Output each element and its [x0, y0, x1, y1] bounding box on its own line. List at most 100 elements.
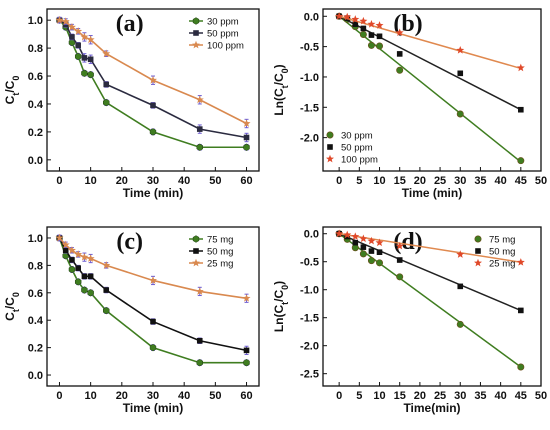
- x-tick-label: 40: [495, 390, 507, 402]
- x-tick-label: 30: [454, 175, 466, 187]
- data-point: [360, 244, 367, 250]
- data-point: [86, 254, 95, 262]
- y-title-part: Ln(: [272, 314, 286, 333]
- data-point: [396, 273, 404, 281]
- legend-item: 25 mg: [474, 259, 515, 270]
- y-tick-label: 0.6: [28, 71, 43, 83]
- legend-item: 50 ppm: [327, 143, 373, 154]
- fit-line: [338, 233, 522, 312]
- x-axis-title: Time (min): [123, 401, 183, 415]
- y-tick-label: 1.0: [28, 233, 43, 245]
- y-title-part: /C: [272, 73, 286, 85]
- y-tick-label: 0.4: [28, 315, 44, 327]
- x-tick-label: 35: [474, 390, 486, 402]
- legend-item: 25 mg: [189, 259, 233, 270]
- y-tick-label: 0.0: [304, 11, 319, 23]
- y-axis-title: Ct/C0: [3, 292, 21, 321]
- data-point: [375, 238, 384, 247]
- x-tick-label: 50: [209, 175, 221, 187]
- data-point: [335, 12, 344, 20]
- series-0: [56, 234, 250, 367]
- chart-panel-b: 0 5 10 15 20 25 30 35 40 45 50 0.0 -0.5 -1.0 -1.5 -2.0 T…: [272, 8, 547, 200]
- data-point: [62, 247, 69, 254]
- legend-swatch-marker: [326, 131, 334, 139]
- data-point: [149, 343, 157, 352]
- y-title-sub: t: [11, 309, 21, 312]
- x-tick-label: 10: [373, 175, 385, 187]
- legend-label: 100 ppm: [207, 41, 244, 52]
- x-tick-label: 50: [535, 175, 547, 187]
- legend-label: 100 ppm: [341, 155, 378, 166]
- x-tick-label: 25: [434, 390, 446, 402]
- data-point: [343, 230, 352, 239]
- x-tick-label: 5: [356, 175, 362, 187]
- x-tick-label: 0: [56, 175, 62, 187]
- legend-swatch-marker: [474, 258, 482, 267]
- y-title-sub: 0: [11, 292, 21, 297]
- y-tick-label: 0.8: [28, 260, 43, 272]
- legend-swatch-marker: [327, 144, 333, 150]
- data-point: [359, 30, 367, 38]
- data-point: [75, 42, 81, 49]
- y-title-sub: t: [280, 85, 290, 88]
- data-point: [352, 239, 359, 246]
- legend-swatch-marker: [475, 248, 481, 254]
- y-title-part: C: [272, 305, 286, 314]
- data-point: [360, 25, 367, 32]
- legend-label: 25 mg: [489, 259, 515, 270]
- y-title-part: /C: [3, 297, 17, 309]
- series-line: [59, 19, 247, 125]
- y-tick-label: -1.0: [300, 72, 319, 84]
- y-title-part: /C: [3, 80, 17, 92]
- data-point: [196, 126, 203, 132]
- legend-item: 30 ppm: [326, 131, 373, 142]
- data-point: [368, 248, 375, 254]
- data-point: [80, 32, 89, 41]
- data-point: [359, 234, 368, 243]
- data-point: [243, 143, 250, 151]
- data-point: [149, 128, 157, 136]
- data-point: [376, 259, 384, 267]
- x-tick-label: 20: [116, 175, 128, 187]
- x-tick-label: 40: [178, 175, 190, 187]
- x-tick-label: 60: [240, 390, 252, 402]
- y-tick-label: -0.5: [300, 42, 319, 54]
- panel-label: (c): [116, 229, 143, 255]
- fit-line: [339, 232, 521, 264]
- y-axis-title: Ct/C0: [3, 76, 21, 105]
- y-title-part: ): [272, 281, 286, 285]
- legend-item: 50 ppm: [189, 29, 239, 40]
- data-point: [242, 119, 251, 127]
- series-2: [335, 229, 525, 266]
- legend-item: 100 ppm: [189, 41, 244, 52]
- y-title-part: Ln(: [272, 97, 286, 116]
- data-point: [61, 17, 70, 25]
- data-point: [81, 273, 88, 280]
- data-point: [102, 49, 111, 58]
- legend-swatch-marker: [192, 235, 200, 243]
- fit-line: [338, 233, 522, 368]
- x-tick-label: 25: [434, 175, 446, 187]
- legend-swatch-marker: [192, 258, 200, 267]
- legend-item: 30 ppm: [189, 17, 239, 28]
- plot-frame: [322, 8, 542, 172]
- y-title-sub: t: [280, 302, 290, 305]
- legend-swatch-marker: [193, 248, 199, 254]
- data-point: [103, 81, 110, 88]
- x-tick-label: 45: [515, 175, 527, 187]
- data-point: [103, 287, 110, 293]
- data-point: [196, 337, 203, 344]
- data-point: [367, 41, 375, 49]
- x-tick-label: 15: [394, 390, 406, 402]
- fit-line: [338, 15, 522, 70]
- x-tick-label: 45: [515, 390, 527, 402]
- data-point: [87, 56, 94, 63]
- data-point: [150, 102, 156, 109]
- legend-swatch-marker: [192, 40, 200, 49]
- data-point: [456, 320, 464, 328]
- x-tick-label: 30: [147, 175, 159, 187]
- data-point: [343, 12, 352, 21]
- chart-panel-d: 0 5 10 15 20 25 30 35 40 45 50 0.0 -0.5 -1.0 -1.5 -2.0 -…: [272, 226, 547, 415]
- legend-label: 75 mg: [489, 235, 515, 246]
